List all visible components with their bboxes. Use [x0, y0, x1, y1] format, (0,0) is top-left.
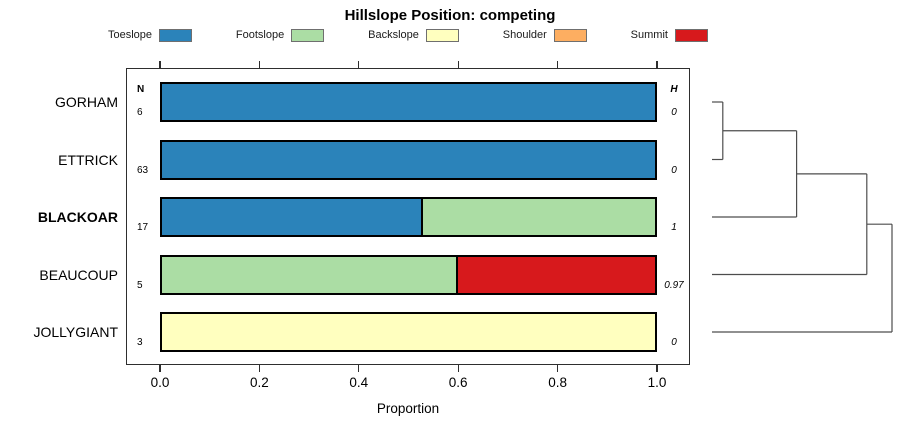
row-label: BEAUCOUP	[39, 266, 118, 283]
x-axis-tick-label: 0.0	[150, 375, 170, 390]
legend-item: Toeslope	[108, 28, 193, 42]
x-axis-tick-label: 0.8	[548, 375, 567, 390]
chart-title: Hillslope Position: competing	[344, 7, 556, 24]
n-column-header: N	[137, 84, 145, 95]
x-axis-tick-bottom	[656, 365, 658, 372]
x-axis-tick-top	[457, 61, 459, 68]
bar-segment	[421, 197, 657, 237]
bar-segment	[160, 254, 459, 295]
h-value: 0.97	[664, 279, 684, 291]
n-value: 6	[137, 107, 143, 118]
bar-segment	[160, 197, 424, 237]
h-value: 1	[671, 222, 677, 233]
h-value: 0	[671, 107, 677, 118]
x-axis-tick-label: 0.2	[250, 375, 269, 390]
legend-label: Summit	[630, 29, 668, 41]
x-axis-tick-label: 0.4	[349, 375, 369, 390]
x-axis-tick-top	[557, 61, 559, 68]
x-axis-tick-top	[258, 61, 260, 68]
x-axis-tick-bottom	[358, 365, 360, 372]
x-axis-tick-bottom	[258, 365, 260, 372]
h-value: 0	[671, 337, 677, 348]
legend-item: Footslope	[235, 28, 325, 42]
x-axis-tick-top	[656, 61, 658, 68]
legend-swatch	[674, 28, 708, 42]
n-value: 17	[137, 222, 149, 233]
bar-segment	[456, 254, 657, 295]
plot-panel-border	[126, 68, 690, 365]
row-label: JOLLYGIANT	[33, 324, 118, 340]
x-axis-tick-top	[159, 61, 161, 68]
h-column-header: H	[670, 84, 678, 95]
bar-segment	[160, 139, 657, 180]
bar-segment	[160, 312, 657, 352]
x-axis-tick-bottom	[159, 365, 161, 372]
h-value: 0	[671, 164, 677, 176]
legend-label: Shoulder	[502, 29, 547, 41]
bar-segment	[160, 82, 657, 122]
legend-item: Shoulder	[502, 28, 587, 42]
x-axis-tick-label: 1.0	[647, 375, 667, 390]
n-value: 5	[137, 279, 143, 291]
legend-swatch	[553, 28, 587, 42]
x-axis-tick-bottom	[557, 365, 559, 372]
x-axis-tick-bottom	[457, 365, 459, 372]
x-axis-tick-label: 0.6	[448, 375, 468, 390]
legend-swatch	[425, 28, 459, 42]
n-value: 3	[137, 337, 143, 348]
legend-swatch	[159, 28, 193, 42]
n-value: 63	[137, 164, 149, 176]
legend-item: Backslope	[368, 28, 459, 42]
row-label: ETTRICK	[58, 151, 118, 168]
x-axis-title: Proportion	[376, 401, 440, 416]
legend: Toeslope Footslope Backslope Shoulder Summit	[108, 24, 708, 46]
legend-swatch	[291, 28, 325, 42]
legend-label: Backslope	[368, 29, 419, 41]
legend-item: Summit	[630, 28, 708, 42]
x-axis-tick-top	[358, 61, 360, 68]
legend-label: Footslope	[235, 29, 285, 41]
legend-label: Toeslope	[108, 29, 153, 41]
row-label: BLACKOAR	[37, 209, 118, 225]
row-label: GORHAM	[55, 94, 118, 110]
